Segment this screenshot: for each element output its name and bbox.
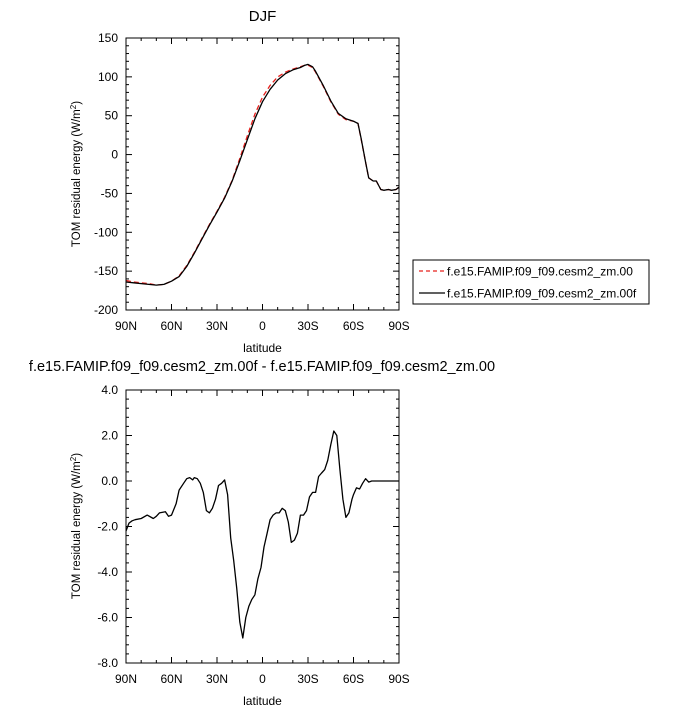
top-chart-ticks: 90N 60N 30N 0 30S 60S 90S -200 -150 -100 -50 0 50 100… <box>94 31 410 333</box>
bottom-x-tick-label: 90S <box>388 672 409 686</box>
bottom-series-line-1 <box>125 430 399 639</box>
top-chart-panel: DJF 90N 60N 30N 0 30S 60S 90S -200 -150 -100 -50 0 5… <box>69 8 650 355</box>
top-chart-frame <box>125 37 400 311</box>
bottom-x-tick-label: 0 <box>259 672 266 686</box>
bottom-x-tick-label: 60S <box>343 672 364 686</box>
bottom-y-tick-label: 4.0 <box>101 383 118 397</box>
top-x-tick-label: 90S <box>388 319 409 333</box>
bottom-x-tick-label: 30N <box>206 672 228 686</box>
bottom-y-tick-label: -6.0 <box>97 611 118 625</box>
bottom-chart-frame <box>125 389 400 664</box>
top-x-tick-label: 60S <box>343 319 364 333</box>
bottom-x-tick-label: 30S <box>297 672 318 686</box>
bottom-chart-ticks: 90N 60N 30N 0 30S 60S 90S -8.0 -6.0 -4.0 -2.0 0.0 2.… <box>97 383 409 686</box>
top-y-tick-label: -150 <box>94 264 118 278</box>
top-y-tick-label: -50 <box>101 186 119 200</box>
legend-label-series-2: f.e15.FAMIP.f09_f09.cesm2_zm.00f <box>447 287 637 301</box>
bottom-x-axis-label: latitude <box>243 694 282 708</box>
top-y-tick-label: -200 <box>94 303 118 317</box>
top-x-tick-label: 0 <box>259 319 266 333</box>
top-chart-title: DJF <box>249 8 277 25</box>
top-x-tick-label: 30S <box>297 319 318 333</box>
top-series-line-2 <box>125 63 400 286</box>
bottom-y-tick-label: -8.0 <box>97 656 118 670</box>
top-chart-series <box>125 63 400 286</box>
bottom-y-tick-label: -4.0 <box>97 565 118 579</box>
legend-box <box>412 259 650 305</box>
top-x-axis-label: latitude <box>243 341 282 355</box>
bottom-x-tick-label: 60N <box>160 672 182 686</box>
top-y-tick-label: 0 <box>111 148 118 162</box>
top-x-tick-label: 60N <box>160 319 182 333</box>
top-y-tick-label: -100 <box>94 225 118 239</box>
top-chart-legend: f.e15.FAMIP.f09_f09.cesm2_zm.00 f.e15.FA… <box>412 259 650 305</box>
legend-label-series-1: f.e15.FAMIP.f09_f09.cesm2_zm.00 <box>447 265 633 279</box>
bottom-y-tick-label: 0.0 <box>101 474 118 488</box>
top-y-axis-label: TOM residual energy (W/m2) <box>69 101 84 247</box>
bottom-y-axis-label: TOM residual energy (W/m2) <box>69 453 84 599</box>
bottom-chart-panel: f.e15.FAMIP.f09_f09.cesm2_zm.00f - f.e15… <box>29 359 495 708</box>
top-x-tick-label: 30N <box>206 319 228 333</box>
bottom-chart-series <box>125 430 399 639</box>
top-y-tick-label: 150 <box>98 31 118 45</box>
top-y-tick-label: 100 <box>98 70 118 84</box>
top-y-tick-label: 50 <box>105 109 119 123</box>
top-x-tick-label: 90N <box>115 319 137 333</box>
bottom-x-tick-label: 90N <box>115 672 137 686</box>
bottom-y-tick-label: -2.0 <box>97 520 118 534</box>
bottom-chart-title: f.e15.FAMIP.f09_f09.cesm2_zm.00f - f.e15… <box>29 359 495 375</box>
top-series-line-1 <box>125 64 400 286</box>
bottom-y-tick-label: 2.0 <box>101 429 118 443</box>
